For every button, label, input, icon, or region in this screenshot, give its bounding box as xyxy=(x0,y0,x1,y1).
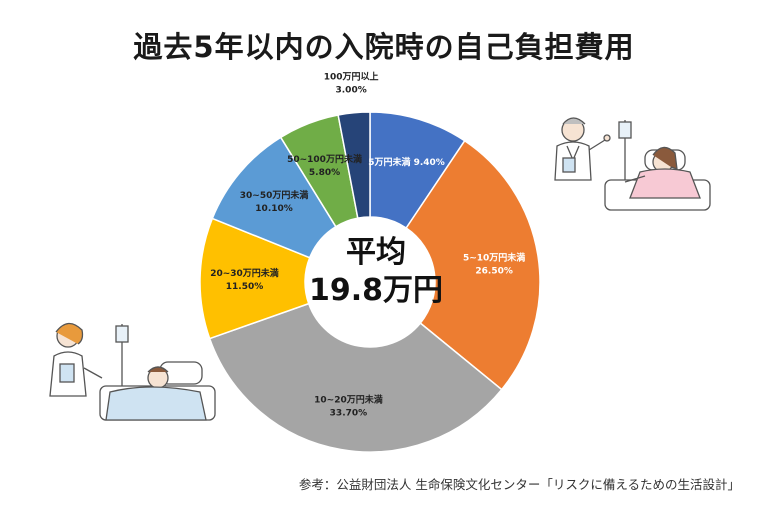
slice-category-label: 30~50万円未満 xyxy=(240,189,309,201)
slice-label-4: 30~50万円未満 10.10% xyxy=(240,189,309,214)
slice-label-5: 50~100万円未満 5.80% xyxy=(287,153,362,178)
slice-label-6: 100万円以上 3.00% xyxy=(324,70,379,95)
slice-label-3: 20~30万円未満 11.50% xyxy=(210,267,279,292)
source-note: 参考：公益財団法人 生命保険文化センター「リスクに備えるための生活設計」 xyxy=(298,477,740,492)
slice-value-label: 10.10% xyxy=(255,204,293,214)
slice-value-label: 26.50% xyxy=(475,267,513,277)
slice-category-label: 5万円未満 9.40% xyxy=(368,156,445,168)
slices-layer xyxy=(199,111,541,453)
slice-value-label: 33.70% xyxy=(330,409,368,419)
slice-category-label: 50~100万円未満 xyxy=(287,153,362,165)
center-label-line2: 19.8万円 xyxy=(309,273,443,308)
chart-title: 過去5年以内の入院時の自己負担費用 xyxy=(133,30,635,64)
center-label-line1: 平均 xyxy=(346,235,406,270)
slice-value-label: 5.80% xyxy=(309,168,340,178)
slice-category-label: 100万円以上 xyxy=(324,70,379,82)
slice-label-2: 10~20万円未満 33.70% xyxy=(314,394,383,419)
slice-category-label: 10~20万円未満 xyxy=(314,394,383,406)
doctor-patient-illustration xyxy=(554,117,711,211)
slice-value-label: 11.50% xyxy=(226,282,264,292)
donut-hole xyxy=(305,217,435,347)
slice-label-0: 5万円未満 9.40% xyxy=(368,156,445,168)
slice-value-label: 3.00% xyxy=(336,85,367,95)
labels-layer: 5万円未満 9.40% 5~10万円未満 26.50% 10~20万円未満 33.70%… xyxy=(210,70,525,418)
slice-category-label: 20~30万円未満 xyxy=(210,267,279,279)
slice-category-label: 5~10万円未満 xyxy=(463,252,525,264)
slice-label-1: 5~10万円未満 26.50% xyxy=(463,252,525,277)
nurse-patient-illustration xyxy=(49,322,216,421)
